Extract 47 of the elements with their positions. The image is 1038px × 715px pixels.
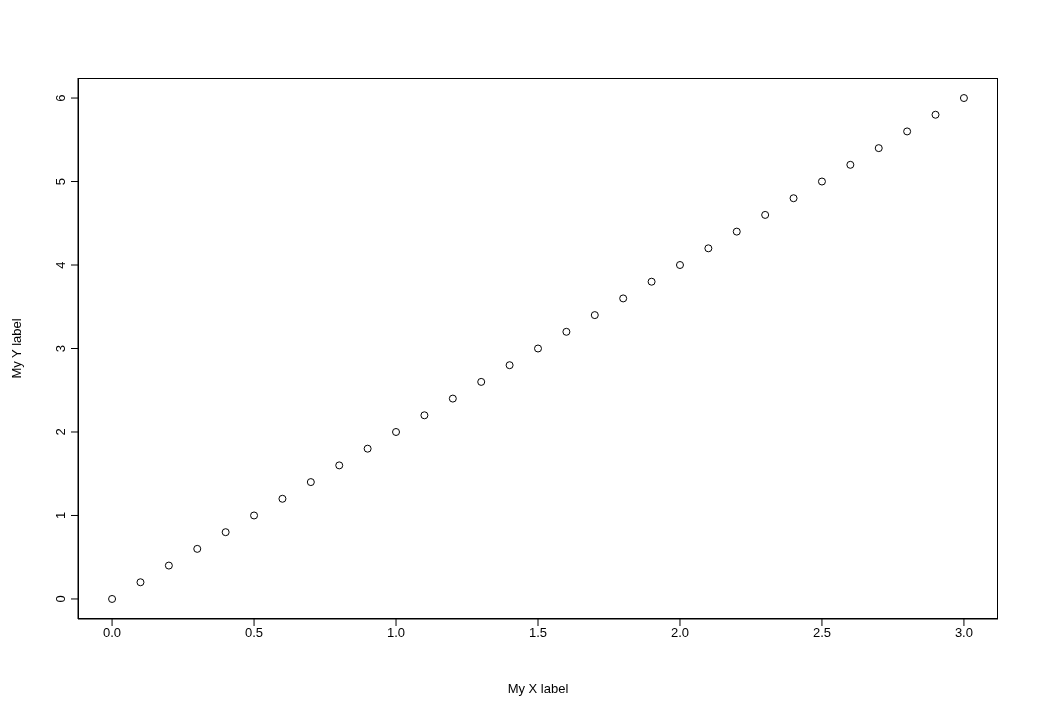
point bbox=[846, 160, 855, 169]
point bbox=[959, 94, 968, 103]
point bbox=[250, 511, 259, 520]
x-tick-label: 2.5 bbox=[812, 625, 831, 641]
y-tick-label: 1 bbox=[53, 511, 68, 520]
x-tick-label: 0.0 bbox=[103, 625, 122, 641]
point bbox=[306, 478, 315, 487]
point bbox=[931, 110, 940, 119]
point bbox=[874, 144, 883, 153]
point bbox=[505, 361, 514, 370]
point bbox=[590, 311, 599, 320]
point bbox=[704, 244, 713, 253]
x-axis-title: My X label bbox=[507, 681, 569, 696]
point bbox=[477, 377, 486, 386]
x-tick-label: 0.5 bbox=[245, 625, 264, 641]
y-tick-label: 3 bbox=[53, 344, 68, 353]
y-axis-title: My Y label bbox=[8, 318, 24, 379]
point bbox=[278, 494, 287, 503]
point bbox=[420, 411, 429, 420]
point bbox=[136, 578, 145, 587]
y-tick-label: 2 bbox=[53, 428, 68, 436]
point bbox=[817, 177, 826, 186]
point bbox=[363, 444, 372, 453]
point bbox=[761, 210, 770, 219]
point bbox=[534, 344, 542, 353]
x-tick-label: 3.0 bbox=[954, 625, 973, 641]
x-tick-label: 2.0 bbox=[670, 625, 690, 641]
y-tick-label: 4 bbox=[53, 261, 68, 269]
y-tick-label: 0 bbox=[53, 595, 68, 603]
x-tick-label: 1.0 bbox=[386, 625, 406, 641]
x-tick-label: 1.5 bbox=[528, 625, 548, 641]
point bbox=[562, 327, 571, 336]
point bbox=[448, 394, 457, 403]
point bbox=[732, 227, 741, 236]
y-tick-label: 5 bbox=[53, 177, 68, 186]
point bbox=[108, 594, 117, 603]
point bbox=[193, 544, 202, 553]
point bbox=[675, 261, 684, 270]
point bbox=[789, 194, 798, 203]
point bbox=[903, 127, 912, 136]
point bbox=[647, 277, 656, 286]
point bbox=[335, 461, 344, 470]
point bbox=[221, 528, 230, 537]
y-tick-label: 6 bbox=[53, 94, 68, 102]
point bbox=[619, 294, 628, 303]
point bbox=[392, 427, 401, 436]
point bbox=[164, 561, 173, 570]
